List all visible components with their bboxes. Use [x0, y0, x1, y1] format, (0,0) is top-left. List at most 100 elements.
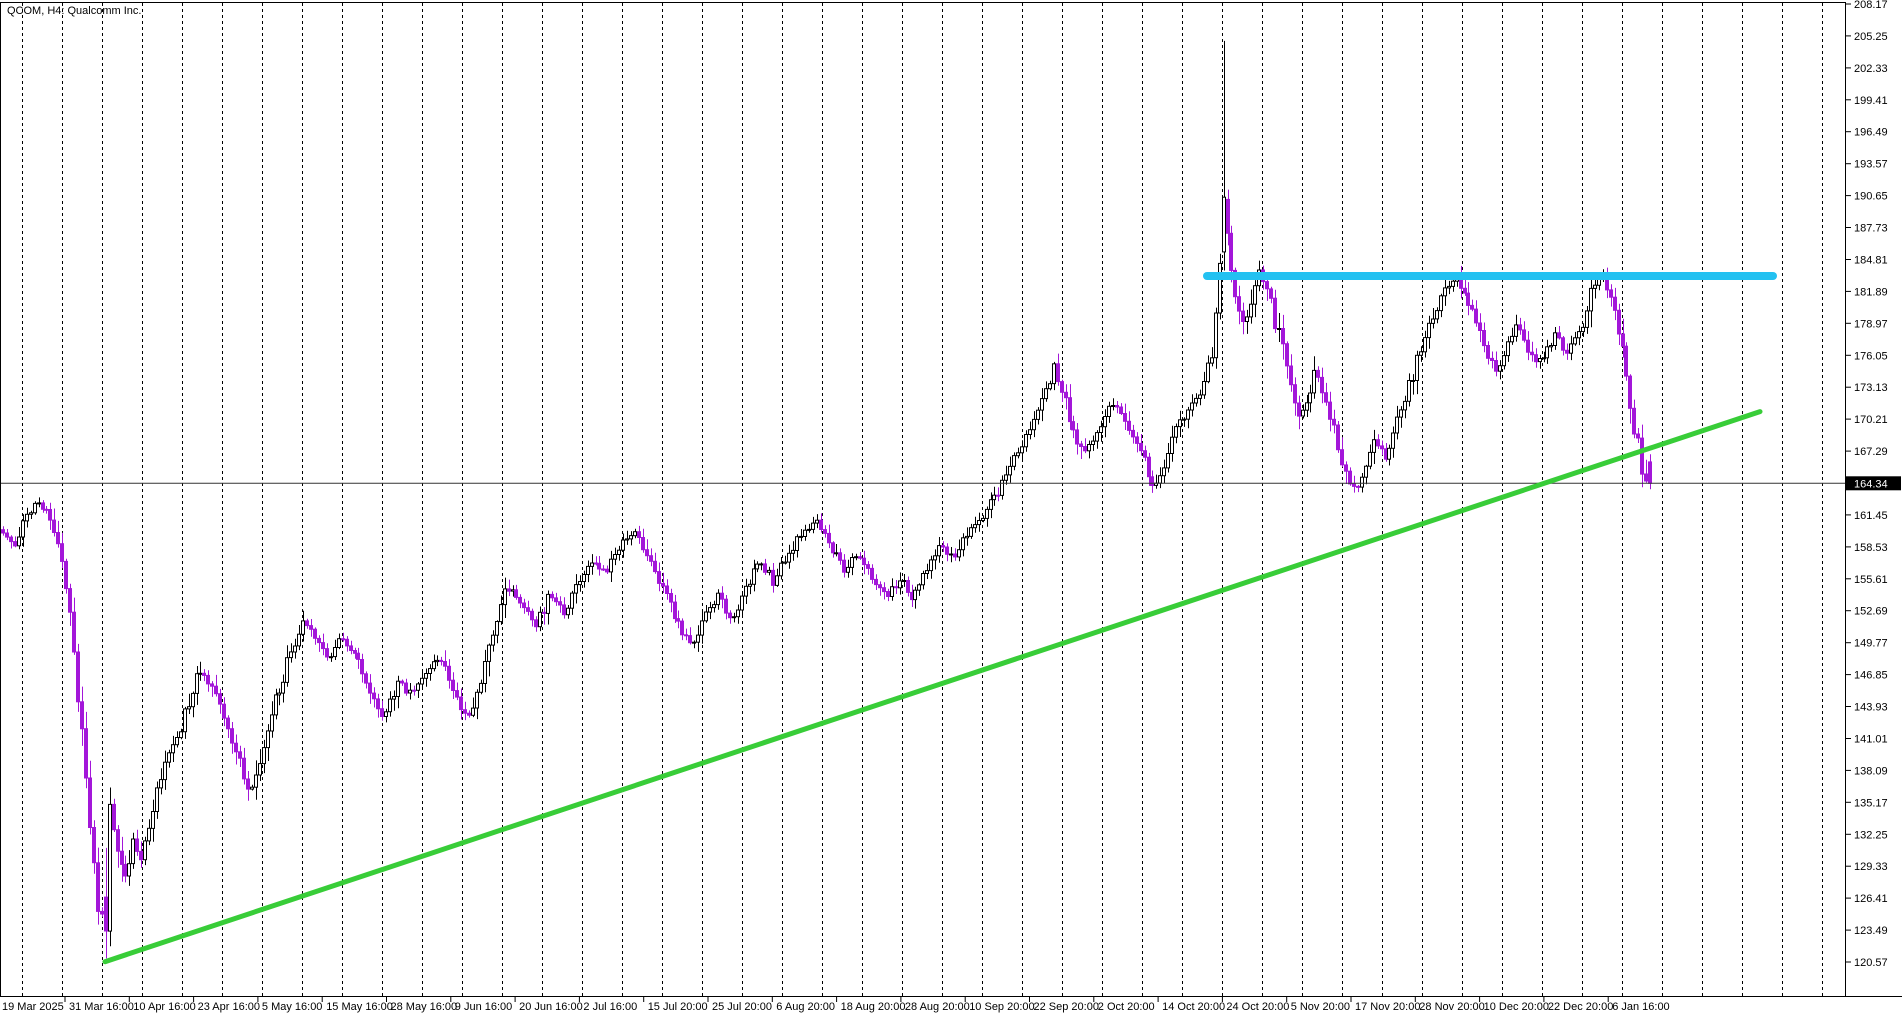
- candle-bull: [570, 590, 574, 615]
- candle-bear: [996, 487, 1000, 502]
- candle-body: [447, 665, 451, 681]
- candle-body: [645, 549, 649, 557]
- candle-bear: [1470, 299, 1474, 312]
- candle-bear: [673, 594, 677, 623]
- candle-bear: [1628, 374, 1632, 424]
- candle-bull: [1020, 440, 1024, 461]
- candle-body: [1451, 280, 1455, 287]
- candle-bear: [92, 820, 96, 874]
- candle-bear: [838, 548, 842, 565]
- candle-bear: [1494, 351, 1498, 377]
- candle-bull: [582, 570, 586, 588]
- candle-bull: [811, 516, 815, 534]
- candle-bear: [345, 636, 349, 652]
- time-tick-label: 10 Sep 20:00: [969, 1001, 1034, 1013]
- candle-bear: [542, 607, 546, 625]
- candle-bull: [424, 668, 428, 687]
- candle-bull: [195, 666, 199, 705]
- candle-bull: [744, 578, 748, 604]
- time-tick-label: 6 Jan 16:00: [1612, 1001, 1670, 1013]
- candle-bull: [384, 708, 388, 723]
- candle-body: [1403, 400, 1407, 411]
- candle-body: [1372, 439, 1376, 453]
- candle-body: [1569, 343, 1573, 354]
- price-axis[interactable]: 208.17 205.25 202.33 199.41 196.49 193.57 190.…: [1845, 0, 1901, 969]
- overlay-objects: [102, 272, 1777, 965]
- candle-body: [740, 595, 744, 611]
- candle-body: [542, 611, 546, 614]
- price-tick-label: 138.09: [1854, 765, 1888, 777]
- candle-body: [1395, 416, 1399, 434]
- candle-body: [771, 569, 775, 586]
- candle-body: [1119, 406, 1123, 414]
- candle-body: [882, 587, 886, 593]
- candle-body: [629, 535, 633, 540]
- candle-body: [1233, 269, 1237, 298]
- candle-body: [850, 557, 854, 568]
- candle-body: [41, 502, 45, 510]
- candle-bear: [605, 565, 609, 574]
- support-trend-line[interactable]: [102, 409, 1763, 965]
- candle-bull: [491, 630, 495, 652]
- candle-body: [159, 779, 163, 789]
- time-tick-label: 5 Nov 20:00: [1291, 1001, 1350, 1013]
- candle-body: [242, 757, 246, 780]
- candle-bear: [210, 681, 214, 697]
- candle-body: [996, 494, 1000, 497]
- candle-bull: [1103, 409, 1107, 438]
- candle-bear: [597, 556, 601, 576]
- candle-body: [1593, 284, 1597, 289]
- candle-body: [831, 542, 835, 554]
- candle-bear: [534, 616, 538, 632]
- candle-body: [1079, 443, 1083, 447]
- candle-body: [100, 910, 104, 915]
- candle-body: [1249, 303, 1253, 318]
- candle-body: [953, 553, 957, 558]
- candle-bull: [1222, 40, 1226, 271]
- candle-body: [775, 575, 779, 586]
- candle-body: [345, 638, 349, 647]
- candle-body: [171, 744, 175, 754]
- candle-bull: [392, 690, 396, 711]
- candle-bull: [270, 701, 274, 738]
- candle-body: [716, 592, 720, 606]
- candle-bear: [819, 513, 823, 533]
- candle-bear: [1241, 302, 1245, 335]
- candle-body: [1308, 392, 1312, 404]
- candle-bear: [1079, 440, 1083, 459]
- candle-body: [791, 549, 795, 554]
- candle-bear: [242, 747, 246, 785]
- candle-body: [333, 647, 337, 658]
- candle-body: [9, 536, 13, 543]
- candle-body: [732, 616, 736, 619]
- candle-body: [52, 519, 56, 533]
- candle-body: [459, 696, 463, 711]
- candle-body: [755, 563, 759, 570]
- candle-bear: [68, 583, 72, 626]
- candle-bear: [878, 581, 882, 596]
- candle-bull: [969, 523, 973, 539]
- candle-body: [759, 563, 763, 566]
- candle-body: [72, 611, 76, 653]
- candle-body: [1376, 439, 1380, 447]
- candle-body: [680, 620, 684, 636]
- candle-bull: [262, 739, 266, 774]
- candle-bull: [1016, 447, 1020, 459]
- candle-bear: [894, 580, 898, 594]
- candle-body: [337, 638, 341, 649]
- candle-body: [597, 562, 601, 570]
- candle-body: [1530, 351, 1534, 356]
- time-tick-label: 9 Jun 16:00: [455, 1001, 513, 1013]
- time-tick-label: 15 May 16:00: [326, 1001, 393, 1013]
- candle-bull: [902, 574, 906, 587]
- candle-bear: [1478, 313, 1482, 343]
- price-tick-label: 184.81: [1854, 255, 1888, 267]
- candle-bear: [1557, 326, 1561, 340]
- candle-body: [1202, 381, 1206, 396]
- time-tick-label: 2 Jul 16:00: [583, 1001, 637, 1013]
- time-axis[interactable]: 19 Mar 2025 31 Mar 16:00 10 Apr 16:00 23 Ap…: [2, 997, 1670, 1013]
- candle-bull: [586, 560, 590, 583]
- candle-bear: [684, 628, 688, 641]
- candle-body: [25, 513, 29, 522]
